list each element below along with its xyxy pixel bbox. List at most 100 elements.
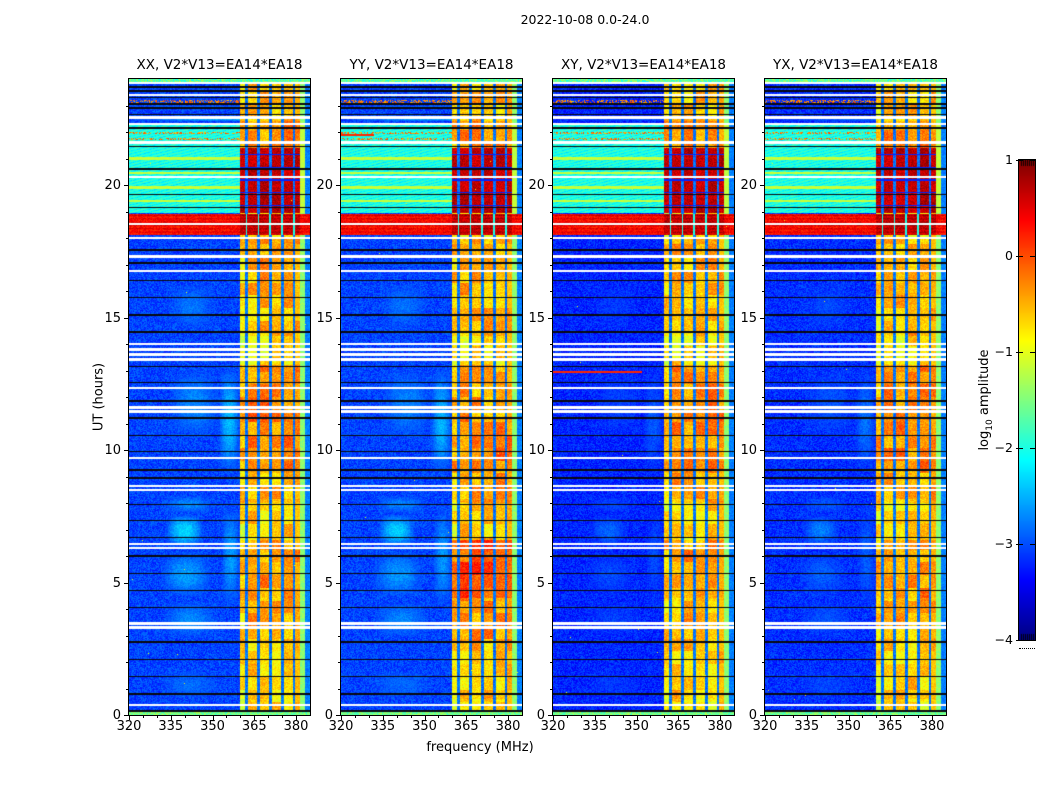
y-minor-tick	[550, 238, 552, 239]
colorbar-label-post: amplitude	[977, 349, 993, 420]
y-tick	[760, 185, 764, 186]
y-minor-tick	[762, 635, 764, 637]
y-tick	[124, 582, 128, 584]
y-minor-tick	[762, 238, 764, 239]
y-minor-tick	[762, 662, 764, 663]
y-minor-tick	[126, 529, 128, 531]
colorbar-tick-left	[1016, 352, 1023, 353]
colorbar-tick-label: −2	[994, 440, 1013, 455]
colorbar-border	[1018, 159, 1036, 641]
x-tick	[594, 716, 596, 720]
x-minor-tick	[438, 716, 440, 718]
colorbar-tick-label: 1	[1005, 152, 1013, 167]
x-minor-tick	[792, 716, 794, 718]
x-tick	[212, 716, 214, 720]
colorbar-tick-label: 0	[1005, 248, 1013, 263]
colorbar-tick-left	[1016, 640, 1023, 641]
colorbar-tick-right	[1030, 640, 1035, 641]
y-tick	[336, 715, 340, 716]
colorbar-tick-left	[1016, 544, 1023, 545]
panel-title-yy: YY, V2*V13=EA14*EA18	[349, 57, 514, 73]
y-minor-tick	[762, 370, 764, 372]
y-minor-tick	[550, 423, 552, 425]
x-minor-tick	[396, 716, 398, 718]
y-minor-tick	[338, 529, 340, 531]
x-tick	[765, 716, 766, 720]
y-tick-label: 5	[112, 575, 121, 591]
colorbar-tick-left	[1016, 256, 1023, 257]
x-tick-label: 380	[495, 719, 521, 734]
colorbar-tick-label: −3	[994, 536, 1013, 551]
x-minor-tick	[198, 716, 200, 718]
y-minor-tick	[338, 264, 340, 266]
y-minor-tick	[550, 556, 552, 557]
colorbar-tick-right	[1030, 256, 1035, 257]
colorbar-tick-label: −1	[994, 344, 1013, 359]
y-minor-tick	[338, 503, 340, 504]
x-tick-label: 350	[836, 719, 861, 734]
y-tick	[336, 582, 340, 584]
panel-border-yx	[764, 78, 947, 716]
spectrogram-canvas-yy	[341, 79, 522, 715]
y-tick	[760, 317, 764, 319]
x-minor-tick	[240, 716, 242, 718]
y-minor-tick	[550, 662, 552, 663]
y-minor-tick	[126, 609, 128, 610]
y-minor-tick	[126, 238, 128, 239]
x-tick	[890, 716, 892, 720]
x-minor-tick	[566, 716, 568, 718]
y-minor-tick	[550, 688, 552, 690]
y-minor-tick	[338, 344, 340, 345]
y-minor-tick	[762, 476, 764, 478]
y-minor-tick	[550, 609, 552, 610]
x-minor-tick	[706, 716, 708, 718]
x-minor-tick	[268, 716, 270, 718]
x-minor-tick	[862, 716, 864, 718]
y-minor-tick	[762, 105, 764, 107]
colorbar-tick-right	[1030, 160, 1035, 161]
x-minor-tick	[622, 716, 624, 718]
x-minor-tick	[142, 716, 144, 718]
y-tick-label: 20	[740, 178, 757, 193]
x-minor-tick	[282, 716, 284, 718]
y-minor-tick	[762, 503, 764, 504]
x-minor-tick	[226, 716, 228, 718]
y-tick-label: 20	[104, 178, 121, 193]
x-minor-tick	[452, 716, 454, 718]
colorbar-label-pre: log	[977, 430, 993, 451]
x-minor-tick	[480, 716, 482, 718]
x-minor-tick	[820, 716, 822, 718]
y-minor-tick	[126, 503, 128, 504]
x-minor-tick	[410, 716, 412, 718]
y-tick	[336, 317, 340, 319]
colorbar-tick-right	[1030, 448, 1035, 449]
y-minor-tick	[550, 158, 552, 160]
x-minor-tick	[834, 716, 836, 718]
colorbar-gradient-canvas	[1019, 160, 1035, 640]
spectrogram-canvas-xy	[553, 79, 734, 715]
y-tick-label: 5	[536, 575, 545, 591]
y-minor-tick	[126, 662, 128, 663]
y-tick-label: 15	[528, 310, 545, 326]
x-tick-label: 320	[116, 719, 142, 734]
y-minor-tick	[338, 105, 340, 107]
y-minor-tick	[550, 370, 552, 372]
x-tick-label: 320	[540, 719, 566, 734]
x-minor-tick	[494, 716, 496, 718]
panel-border-yy	[340, 78, 523, 716]
y-tick	[548, 715, 552, 716]
x-minor-tick	[778, 716, 780, 718]
x-tick	[466, 716, 468, 720]
y-tick-label: 15	[104, 310, 121, 326]
x-tick-label: 320	[752, 719, 778, 734]
y-tick	[548, 450, 552, 451]
y-minor-tick	[338, 662, 340, 663]
y-minor-tick	[762, 344, 764, 345]
y-minor-tick	[338, 423, 340, 425]
x-axis-label: frequency (MHz)	[426, 740, 534, 755]
y-minor-tick	[550, 264, 552, 266]
y-minor-tick	[338, 132, 340, 133]
x-tick-label: 350	[200, 719, 225, 734]
y-tick-label: 15	[740, 310, 757, 326]
x-tick-label: 365	[665, 719, 691, 734]
